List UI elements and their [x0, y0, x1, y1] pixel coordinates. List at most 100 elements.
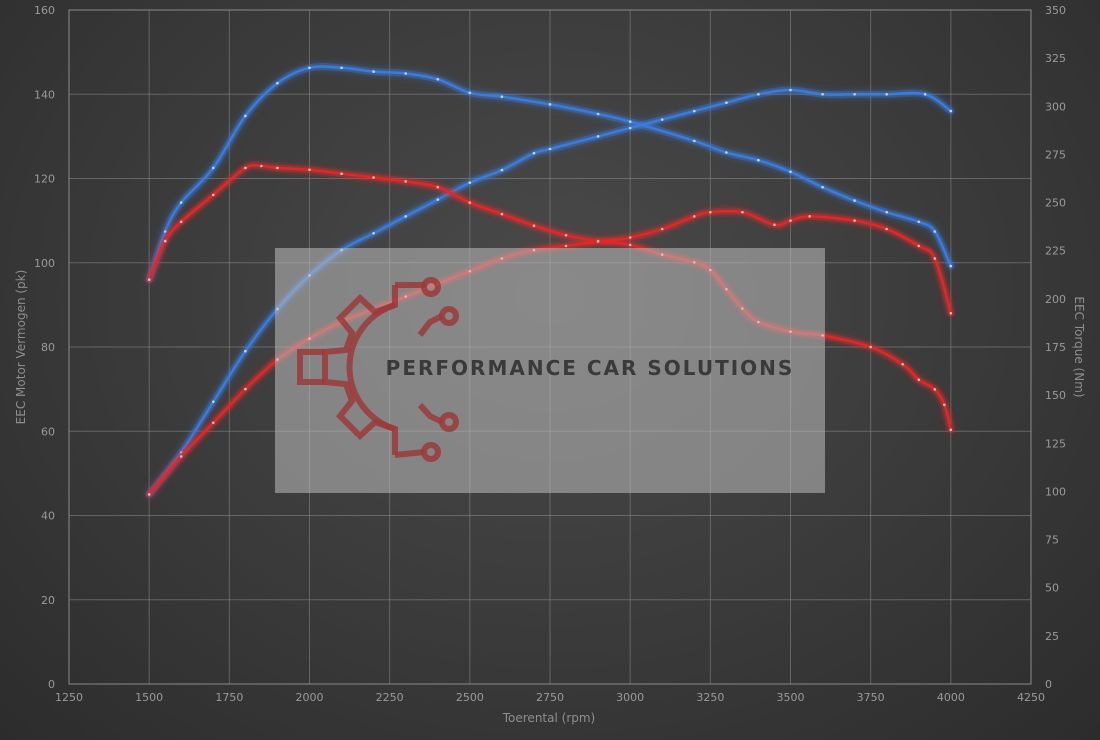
series-point	[853, 219, 856, 222]
left-tick-label: 60	[41, 425, 55, 438]
right-tick-label: 125	[1045, 437, 1066, 450]
series-point	[741, 210, 744, 214]
series-point	[933, 230, 937, 233]
series-point	[260, 164, 263, 168]
series-point	[789, 88, 792, 92]
gear-logo-icon	[297, 277, 459, 462]
series-point	[276, 166, 279, 170]
x-tick-label: 3250	[696, 691, 724, 704]
right-tick-label: 0	[1045, 678, 1052, 691]
left-tick-label: 140	[34, 88, 55, 101]
series-point	[917, 244, 921, 248]
right-axis-label: EEC Torque (Nm)	[1072, 296, 1086, 397]
left-tick-label: 100	[34, 257, 55, 270]
series-point	[853, 93, 856, 96]
right-axis-ticks: 0 25 50 75 100 125 150 175 200 225 250 275 300 325 350	[1045, 4, 1066, 691]
series-point	[725, 101, 728, 104]
series-point	[949, 312, 953, 315]
grid-lines	[68, 9, 1032, 685]
series-point	[404, 180, 408, 183]
x-tick-label: 1750	[215, 691, 243, 704]
series-point	[821, 93, 824, 96]
x-tick-label: 2750	[536, 691, 564, 704]
left-tick-label: 120	[34, 173, 55, 186]
series-point	[901, 363, 904, 366]
left-axis-label: EEC Motor Vermogen (pk)	[14, 270, 28, 425]
x-axis-label: Toerental (rpm)	[502, 711, 595, 725]
x-axis-ticks: 1250 1500 1750 2000 2250 2500 2750 3000 3250 3500…	[55, 691, 1045, 704]
series-point	[468, 201, 472, 204]
series-point	[532, 151, 536, 155]
series-point	[917, 378, 921, 382]
series-point	[404, 215, 408, 218]
right-tick-label: 200	[1045, 293, 1066, 306]
series-point	[693, 139, 696, 143]
series-point	[943, 403, 946, 407]
series-point	[163, 230, 167, 233]
series-point	[949, 264, 953, 268]
series-point	[628, 236, 632, 239]
x-tick-label: 1250	[55, 691, 83, 704]
right-tick-label: 325	[1045, 52, 1066, 65]
right-tick-label: 100	[1045, 485, 1066, 498]
watermark-text: PERFORMANCE CAR SOLUTIONS	[386, 356, 795, 380]
watermark: PERFORMANCE CAR SOLUTIONS	[275, 248, 825, 493]
series-point	[163, 239, 167, 243]
series-point	[564, 244, 568, 248]
series-point	[885, 227, 888, 231]
series-point	[923, 93, 927, 96]
x-tick-label: 2500	[456, 691, 484, 704]
left-tick-label: 40	[41, 510, 55, 523]
right-tick-label: 150	[1045, 389, 1066, 402]
series-point	[628, 120, 632, 123]
left-tick-label: 80	[41, 341, 55, 354]
series-point	[244, 387, 247, 391]
series-point	[949, 428, 953, 432]
series-point	[276, 81, 279, 85]
series-point	[179, 201, 183, 204]
series-point	[308, 66, 311, 70]
series-point	[372, 176, 375, 179]
series-point	[212, 166, 215, 170]
x-tick-label: 3500	[777, 691, 805, 704]
series-point	[821, 185, 824, 189]
series-point	[808, 215, 811, 218]
series-point	[372, 70, 375, 73]
series-blue-right	[145, 62, 955, 284]
series-point	[885, 210, 888, 214]
series-point	[709, 210, 712, 214]
watermark-panel	[275, 248, 825, 493]
series-point	[660, 227, 664, 231]
left-tick-label: 0	[48, 678, 55, 691]
series-point	[340, 172, 343, 175]
series-point	[532, 224, 536, 227]
x-tick-label: 2000	[296, 691, 324, 704]
series-point	[564, 234, 568, 237]
left-axis-ticks: 0 20 40 60 80 100 120 140 160	[34, 4, 55, 691]
series-point	[212, 421, 215, 425]
right-tick-label: 250	[1045, 197, 1066, 210]
series-point	[596, 239, 600, 243]
series-point	[244, 114, 247, 118]
series-point	[596, 135, 600, 138]
series-point	[757, 158, 760, 162]
x-tick-label: 4000	[937, 691, 965, 704]
series-point	[885, 93, 888, 96]
series-point	[244, 166, 247, 170]
series-point	[917, 220, 921, 224]
series-line	[147, 65, 953, 281]
series-point	[949, 109, 953, 113]
series-point	[933, 257, 937, 260]
series-point	[789, 170, 792, 174]
right-tick-label: 50	[1045, 582, 1059, 595]
right-tick-label: 300	[1045, 100, 1066, 113]
series-point	[628, 126, 632, 130]
series-point	[757, 93, 760, 96]
series-point	[244, 349, 247, 353]
series-point	[548, 147, 552, 151]
series-point	[628, 243, 632, 247]
series-point	[548, 103, 552, 106]
right-tick-label: 275	[1045, 148, 1066, 161]
right-tick-label: 175	[1045, 341, 1066, 354]
